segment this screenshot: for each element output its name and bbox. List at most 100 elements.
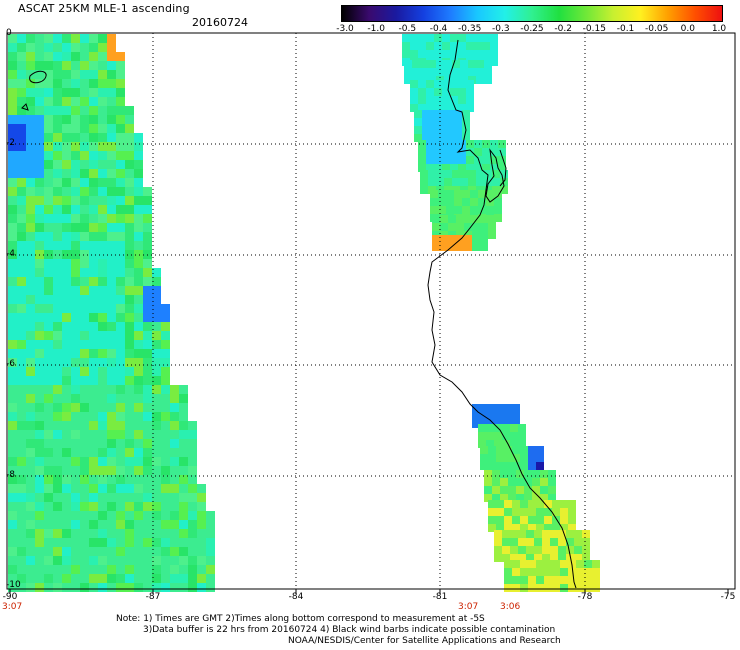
swath-cell [17, 457, 26, 466]
swath-cell [179, 466, 188, 475]
swath-cell [488, 223, 496, 231]
swath-cell [458, 140, 466, 148]
swath-cell [35, 331, 44, 340]
swath-cell [488, 462, 496, 470]
swath-cell [450, 96, 458, 104]
swath-cell [17, 277, 26, 286]
colorbar-tick-label: -3.0 [336, 24, 354, 34]
swath-cell [53, 223, 62, 232]
swath-cell [62, 196, 71, 205]
swath-cell [179, 439, 188, 448]
swath-cell [71, 520, 80, 529]
swath-cell [486, 190, 494, 198]
swath-cell [71, 277, 80, 286]
swath-cell [442, 42, 450, 50]
swath-cell [474, 140, 482, 148]
swath-cell [482, 156, 490, 164]
swath-cell [480, 243, 488, 251]
swath-cell [125, 358, 134, 367]
colorbar-tick-label: -0.35 [458, 24, 482, 34]
swath-cell [161, 466, 170, 475]
swath-cell [472, 243, 480, 251]
swath-cell [125, 439, 134, 448]
swath-cell [62, 583, 71, 592]
swath-cell [470, 206, 478, 214]
swath-cell [35, 151, 44, 160]
swath-cell [430, 190, 438, 198]
swath-cell [62, 304, 71, 313]
swath-cell [116, 97, 125, 106]
swath-cell [62, 394, 71, 403]
swath-cell [116, 160, 125, 169]
swath-cell [71, 214, 80, 223]
swath-cell [107, 529, 116, 538]
swath-cell [458, 80, 466, 88]
swath-cell [446, 198, 454, 206]
swath-cell [143, 529, 152, 538]
swath-cell [502, 440, 510, 448]
swath-cell [179, 583, 188, 592]
swath-cell [536, 576, 544, 584]
swath-cell [134, 376, 143, 385]
colorbar-tick-label: -0.25 [520, 24, 544, 34]
swath-cell [53, 313, 62, 322]
swath-cell [80, 538, 89, 547]
swath-cell [125, 520, 134, 529]
swath-cell [496, 446, 504, 454]
swath-cell [98, 70, 107, 79]
swath-cell [35, 376, 44, 385]
swath-cell [44, 412, 53, 421]
swath-cell [456, 223, 464, 231]
swath-cell [482, 140, 490, 148]
swath-cell [53, 511, 62, 520]
swath-cell [62, 538, 71, 547]
swath-cell [426, 80, 434, 88]
swath-cell [107, 511, 116, 520]
swath-cell [53, 160, 62, 169]
swath-cell [17, 115, 26, 124]
swath-cell [188, 556, 197, 565]
swath-cell [116, 457, 125, 466]
swath-cell [125, 502, 134, 511]
swath-cell [89, 79, 98, 88]
swath-cell [125, 250, 134, 259]
swath-cell [486, 432, 494, 440]
swath-cell [98, 493, 107, 502]
swath-cell [450, 140, 458, 148]
swath-cell [170, 493, 179, 502]
swath-cell [438, 126, 446, 134]
swath-cell [71, 403, 80, 412]
swath-cell [125, 367, 134, 376]
y-label-5: -10 [6, 580, 21, 590]
swath-cell [98, 286, 107, 295]
swath-cell [402, 42, 410, 50]
swath-cell [26, 250, 35, 259]
swath-cell [116, 565, 125, 574]
swath-cell [560, 584, 568, 592]
swath-cell [98, 484, 107, 493]
swath-cell [524, 478, 532, 486]
swath-cell [98, 34, 107, 43]
swath-cell [107, 43, 116, 52]
swath-cell [89, 160, 98, 169]
swath-cell [8, 232, 17, 241]
swath-cell [80, 322, 89, 331]
swath-cell [53, 322, 62, 331]
swath-cell [53, 277, 62, 286]
swath-cell [179, 493, 188, 502]
swath-cell [482, 164, 490, 172]
swath-cell [35, 223, 44, 232]
swath-cell [414, 110, 422, 118]
swath-cell [98, 250, 107, 259]
colorbar-tick-label: -0.3 [492, 24, 510, 34]
swath-cell [44, 52, 53, 61]
swath-cell [8, 340, 17, 349]
swath-cell [143, 268, 152, 277]
swath-cell [107, 178, 116, 187]
swath-cell [107, 70, 116, 79]
swath-cell [143, 349, 152, 358]
swath-cell [458, 96, 466, 104]
swath-cell [17, 250, 26, 259]
swath-cell [582, 546, 590, 554]
swath-cell [44, 439, 53, 448]
